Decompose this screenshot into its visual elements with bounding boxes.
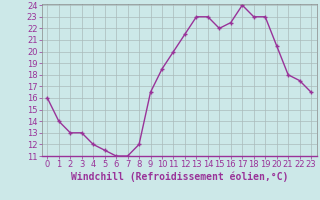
X-axis label: Windchill (Refroidissement éolien,°C): Windchill (Refroidissement éolien,°C) <box>70 172 288 182</box>
